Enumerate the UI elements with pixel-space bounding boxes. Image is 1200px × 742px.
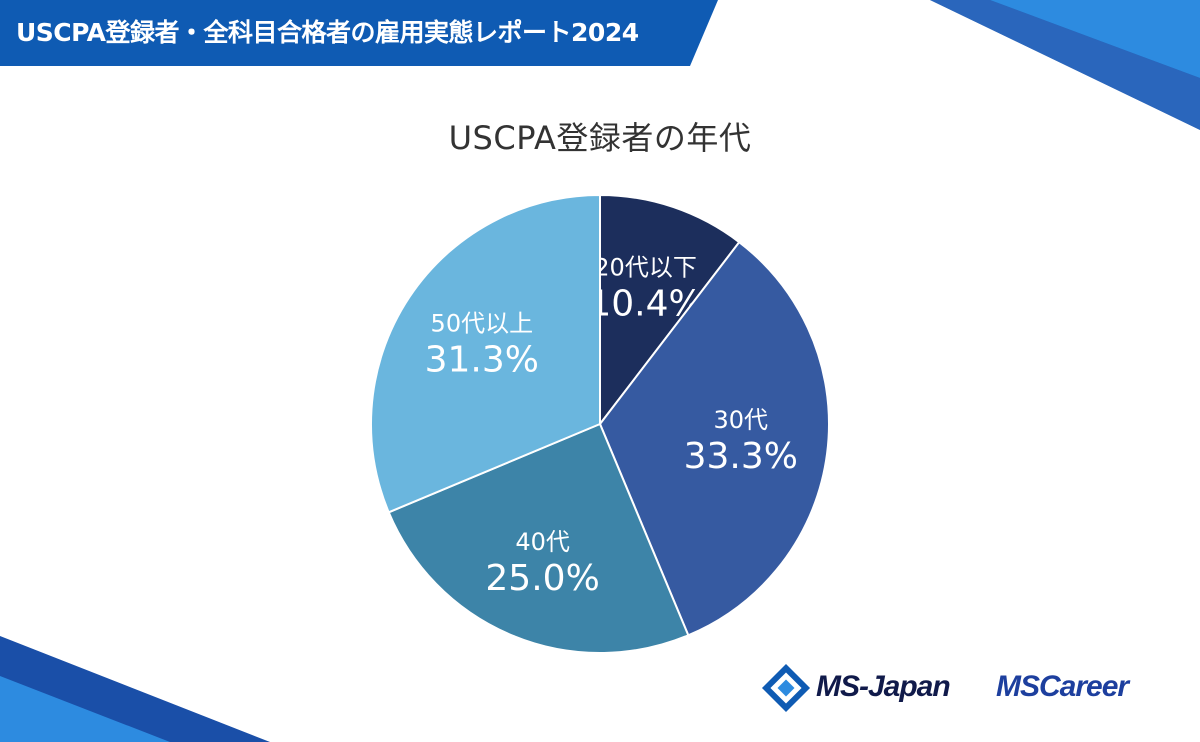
pie-slice <box>598 240 830 637</box>
pie-slice <box>599 193 741 427</box>
header-band <box>0 0 718 66</box>
ms-career-logo: MSCareer <box>996 670 1129 703</box>
slice-value-label: 25.0% <box>485 558 599 599</box>
slice-value-label: 33.3% <box>684 436 798 477</box>
ms-japan-logo: MS-Japan <box>816 670 951 703</box>
pie-slice <box>370 193 601 514</box>
corner-stripe-bottom-left-light <box>0 676 170 742</box>
slice-value-label: 31.3% <box>425 339 539 380</box>
slice-category-label: 30代 <box>714 406 769 434</box>
logo-area: MS-Japan MSCareer <box>760 656 1180 716</box>
slice-category-label: 40代 <box>515 528 570 556</box>
ms-japan-logo-icon <box>761 663 811 713</box>
corner-stripe-top-right-mid <box>930 0 1200 130</box>
report-title: USCPA登録者・全科目合格者の雇用実態レポート2024 <box>16 18 639 47</box>
slice-category-label: 50代以上 <box>431 309 534 337</box>
chart-title: USCPA登録者の年代 <box>448 119 752 157</box>
slice-category-label: 20代以下 <box>594 254 697 282</box>
